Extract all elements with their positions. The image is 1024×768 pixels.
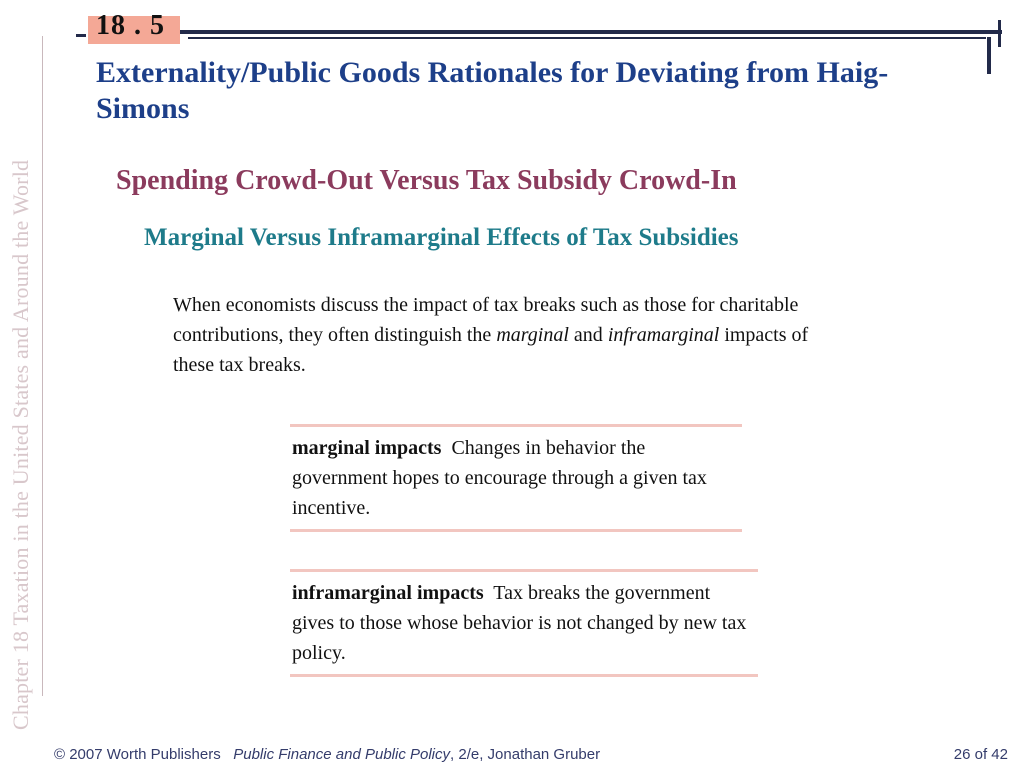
definition-text: marginal impacts Changes in behavior the… — [292, 433, 740, 523]
footer-edition-author: , 2/e, Jonathan Gruber — [450, 746, 601, 763]
definition-term: marginal impacts — [292, 437, 442, 459]
header-rule-right-inner — [987, 37, 991, 74]
body-text-part: and — [568, 324, 608, 346]
body-paragraph: When economists discuss the impact of ta… — [173, 290, 838, 380]
definition-body: Tax breaks the government gives to those… — [292, 582, 747, 664]
slide-title: Externality/Public Goods Rationales for … — [96, 56, 889, 125]
footer-copyright: © 2007 Worth Publishers — [54, 746, 221, 763]
definition-rule-bottom — [290, 529, 742, 532]
footer-citation: © 2007 Worth Publishers Public Finance a… — [54, 746, 600, 763]
header-rule-right-outer — [998, 20, 1001, 47]
body-text-part: When economists discuss the impact of ta… — [173, 294, 799, 346]
section-number: 18 . 5 — [96, 10, 165, 41]
definition-rule-top — [290, 424, 742, 427]
body-text-part: impacts of these tax breaks. — [173, 324, 809, 376]
section-number-badge — [88, 16, 180, 44]
slide-subsubtitle: Marginal Versus Inframarginal Effects of… — [144, 224, 739, 251]
definition-rule-bottom — [290, 674, 758, 677]
definition-term: inframarginal impacts — [292, 582, 484, 604]
definition-text: inframarginal impacts Tax breaks the gov… — [292, 578, 756, 668]
footer-book-title: Public Finance and Public Policy — [233, 746, 451, 763]
header-rule-inner — [188, 37, 986, 39]
slide-subtitle: Spending Crowd-Out Versus Tax Subsidy Cr… — [116, 165, 737, 196]
definition-rule-top — [290, 569, 758, 572]
page-indicator: 26 of 42 — [953, 746, 1008, 763]
definition-body: Changes in behavior the government hopes… — [292, 437, 707, 519]
definition-box-inframarginal: inframarginal impacts Tax breaks the gov… — [290, 569, 758, 677]
chapter-sidebar-label: Chapter 18 Taxation in the United States… — [8, 159, 33, 730]
definition-box-marginal: marginal impacts Changes in behavior the… — [290, 424, 742, 532]
sidebar-divider — [42, 36, 43, 696]
body-italic-term: inframarginal — [607, 324, 720, 346]
body-italic-term: marginal — [496, 324, 569, 346]
header-rule-top — [180, 30, 1002, 34]
header-dash-left — [76, 34, 86, 37]
